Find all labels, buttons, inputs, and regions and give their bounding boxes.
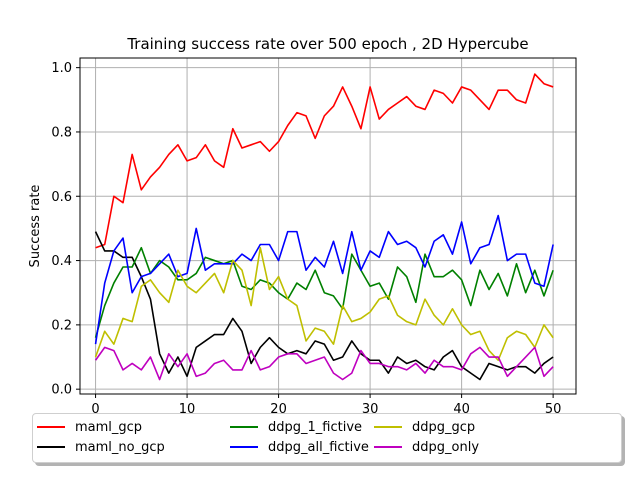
series-line-maml-gcp: [95, 73, 554, 249]
y-tick-label: 0.4: [51, 254, 72, 269]
legend-item-maml-gcp: maml_gcp: [37, 418, 142, 436]
legend-label: ddpg_1_fictive: [268, 419, 363, 435]
legend-swatch: [230, 446, 258, 448]
legend-swatch: [374, 446, 402, 448]
series-line-ddpg-gcp: [94, 246, 554, 362]
legend-item-ddpg-gcp: ddpg_gcp: [374, 418, 475, 436]
y-tick-label: 0.0: [51, 383, 72, 398]
legend-label: maml_gcp: [75, 419, 143, 435]
legend-item-ddpg-1-fictive: ddpg_1_fictive: [230, 418, 362, 436]
legend-label: ddpg_all_fictive: [268, 439, 369, 455]
y-tick-label: 1.0: [51, 61, 72, 76]
y-axis-label: Success rate: [28, 185, 43, 268]
legend-item-maml-no-gcp: maml_no_gcp: [37, 438, 165, 456]
legend-label: maml_no_gcp: [75, 439, 165, 455]
legend-swatch: [37, 426, 65, 428]
series-line-ddpg-only: [94, 346, 554, 381]
chart-title: Training success rate over 500 epoch , 2…: [126, 35, 528, 53]
legend-label: ddpg_gcp: [412, 419, 476, 435]
series-line-ddpg-1-fictive: [94, 246, 554, 338]
y-tick-label: 0.2: [51, 318, 72, 333]
legend-item-ddpg-all-fictive: ddpg_all_fictive: [230, 438, 369, 456]
x-tick-label: 0: [91, 402, 99, 417]
grid: [80, 58, 576, 394]
y-tick-label: 0.8: [51, 125, 72, 140]
y-axis: 0.0 0.2 0.4 0.6 0.8 1.0: [51, 61, 80, 398]
y-tick-label: 0.6: [51, 190, 72, 205]
legend-swatch: [374, 426, 402, 428]
legend-item-ddpg-only: ddpg_only: [374, 438, 479, 456]
plot-area: [79, 57, 577, 395]
series-line-maml-no-gcp: [94, 231, 554, 381]
legend-swatch: [37, 446, 65, 448]
legend: maml_gcp maml_no_gcp ddpg_1_fictive ddpg_al…: [32, 413, 622, 463]
legend-swatch: [230, 426, 258, 428]
series-line-ddpg-all-fictive: [94, 214, 554, 345]
plot-lines: [94, 73, 554, 381]
legend-label: ddpg_only: [412, 439, 480, 455]
